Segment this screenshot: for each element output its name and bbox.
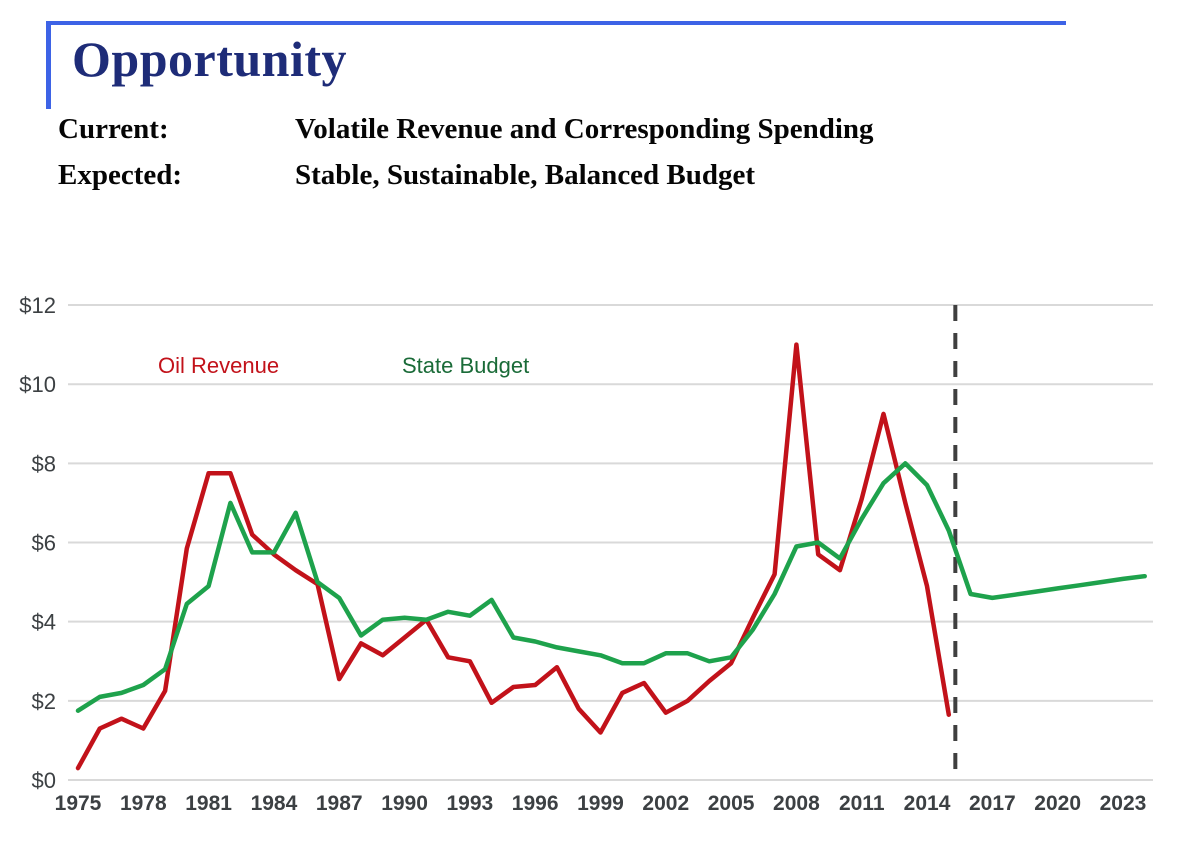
x-tick-label: 1987	[316, 792, 363, 815]
y-tick-label: $6	[32, 531, 56, 556]
y-tick-label: $2	[32, 689, 56, 714]
expected-row: Expected: Stable, Sustainable, Balanced …	[58, 152, 1138, 198]
x-tick-label: 2011	[839, 792, 885, 815]
y-tick-label: $10	[19, 372, 56, 397]
x-tick-label: 2005	[708, 792, 755, 815]
x-tick-label: 1999	[577, 792, 624, 815]
legend-label-state-budget: State Budget	[402, 353, 529, 378]
title-top-rule	[46, 21, 1066, 25]
x-tick-label: 2002	[642, 792, 689, 815]
x-tick-label: 1975	[55, 792, 102, 815]
current-label: Current:	[58, 112, 169, 145]
current-text: Volatile Revenue and Corresponding Spend…	[295, 112, 874, 145]
x-tick-label: 1990	[381, 792, 428, 815]
series-line-oil-revenue	[75, 342, 952, 771]
y-tick-label: $4	[32, 610, 56, 635]
x-tick-label: 2023	[1100, 792, 1147, 815]
x-tick-label: 1996	[512, 792, 559, 815]
series-line-state-budget	[75, 461, 1147, 713]
x-tick-label: 2008	[773, 792, 820, 815]
y-tick-label: $12	[19, 293, 56, 318]
legend-label-oil-revenue: Oil Revenue	[158, 353, 279, 378]
title-side-bar	[46, 21, 51, 109]
x-tick-label: 1993	[447, 792, 494, 815]
y-tick-label: $0	[32, 768, 56, 793]
x-tick-label: 1978	[120, 792, 167, 815]
x-tick-label: 2020	[1034, 792, 1081, 815]
expected-label: Expected:	[58, 158, 183, 191]
x-tick-label: 2017	[969, 792, 1016, 815]
summary-block: Current: Volatile Revenue and Correspond…	[58, 106, 1138, 198]
expected-text: Stable, Sustainable, Balanced Budget	[295, 158, 756, 191]
x-tick-label: 1984	[251, 792, 298, 815]
y-tick-label: $8	[32, 451, 56, 476]
slide-title: Opportunity	[72, 31, 348, 87]
current-row: Current: Volatile Revenue and Correspond…	[58, 106, 1138, 152]
x-tick-label: 2014	[904, 792, 951, 815]
x-tick-label: 1981	[185, 792, 232, 815]
